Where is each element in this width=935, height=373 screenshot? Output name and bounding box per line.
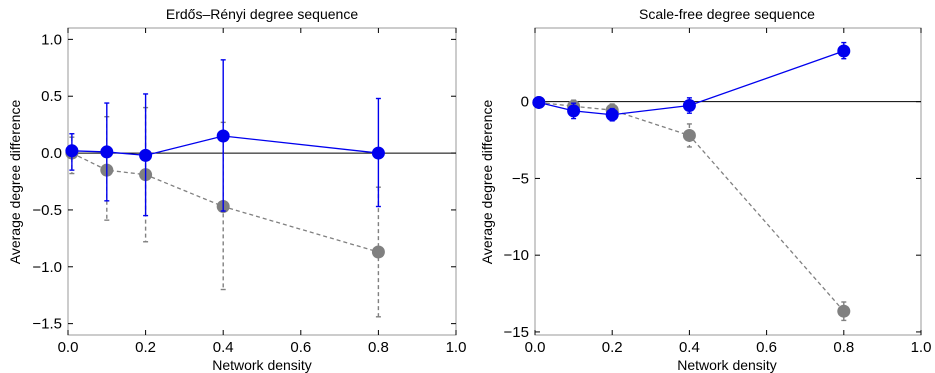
y-tick-label: 1.0	[41, 31, 62, 48]
panel-scale-free: Scale-free degree sequence 0.0 0.2 0.4 0.6 0…	[479, 6, 931, 373]
chart-title-scale-free: Scale-free degree sequence	[639, 6, 815, 22]
data-point-gray	[682, 128, 696, 142]
x-tick-label: 0.0	[58, 339, 79, 356]
data-point-gray	[371, 245, 385, 259]
chart-title-erdos-renyi: Erdős–Rényi degree sequence	[166, 6, 358, 22]
series-group-scale-free	[532, 41, 851, 322]
y-tick-label: −15	[504, 324, 529, 341]
y-tick-label: −10	[504, 247, 529, 264]
y-tick-label: −1.5	[32, 316, 62, 333]
x-tick-label: 1.0	[911, 339, 932, 356]
data-point-blue	[682, 99, 696, 113]
plot-frame-scale-free	[534, 27, 922, 336]
x-tick-label: 0.4	[213, 339, 234, 356]
y-tick-label: −5	[512, 170, 529, 187]
y-tick-label: 0.5	[41, 88, 62, 105]
data-point-blue	[65, 144, 79, 158]
series-group-erdos-renyi	[65, 59, 385, 318]
x-tick-label: 1.0	[446, 339, 467, 356]
panel-erdos-renyi: Erdős–Rényi degree sequence 0.0 0.2 0.4 0.6…	[7, 6, 466, 373]
data-point-gray	[837, 304, 851, 318]
ticks-erdos-renyi: 0.0 0.2 0.4 0.6 0.8 1.0 1.0 0.5 0.0 −0.5 −1.0 −1.5	[32, 28, 466, 356]
x-axis-label-scale-free: Network density	[677, 357, 777, 373]
data-point-blue	[139, 148, 153, 162]
data-point-blue	[567, 104, 581, 118]
x-tick-label: 0.6	[756, 339, 777, 356]
plot-frame-erdos-renyi	[67, 27, 457, 336]
x-tick-label: 0.6	[290, 339, 311, 356]
y-tick-label: 0.0	[41, 145, 62, 162]
y-axis-label-scale-free: Average degree difference	[479, 100, 495, 265]
x-tick-label: 0.0	[525, 339, 546, 356]
x-axis-label-erdos-renyi: Network density	[212, 357, 312, 373]
data-point-blue	[100, 145, 114, 159]
data-point-blue	[605, 108, 619, 122]
data-point-blue	[532, 95, 546, 109]
x-tick-label: 0.8	[368, 339, 389, 356]
x-tick-label: 0.8	[833, 339, 854, 356]
y-tick-label: 0	[521, 94, 529, 111]
data-point-blue	[216, 129, 230, 143]
y-tick-label: −0.5	[32, 202, 62, 219]
ticks-scale-free: 0.0 0.2 0.4 0.6 0.8 1.0 0 −5 −10 −15	[504, 28, 932, 356]
data-point-blue	[371, 146, 385, 160]
y-tick-label: −1.0	[32, 259, 62, 276]
x-tick-label: 0.2	[135, 339, 156, 356]
data-point-blue	[837, 44, 851, 58]
y-axis-label-erdos-renyi: Average degree difference	[7, 100, 23, 265]
x-tick-label: 0.4	[679, 339, 700, 356]
x-tick-label: 0.2	[602, 339, 623, 356]
